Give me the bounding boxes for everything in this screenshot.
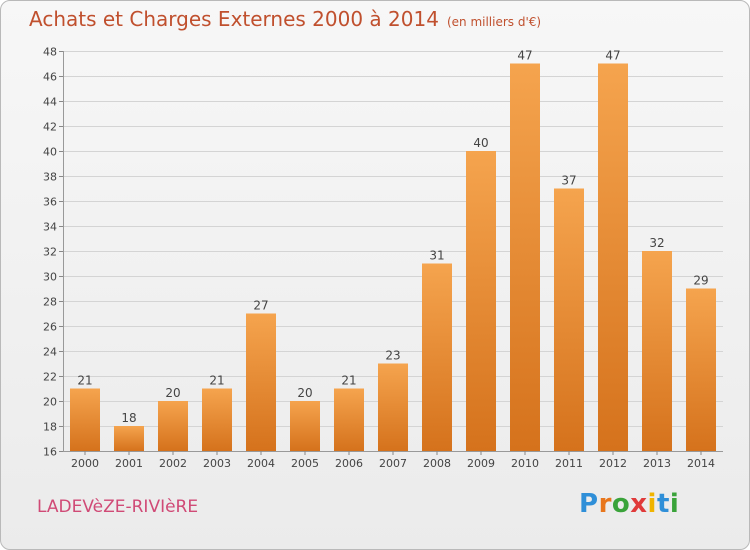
x-tick-label: 2012: [599, 457, 627, 470]
x-tick-label: 2005: [291, 457, 319, 470]
x-tick-label: 2002: [159, 457, 187, 470]
data-label: 21: [341, 374, 356, 388]
data-label: 47: [605, 49, 620, 63]
data-label: 18: [121, 411, 136, 425]
chart-unit: (en milliers d'€): [446, 15, 542, 29]
logo-letter: i: [647, 489, 657, 519]
y-tick-label: 22: [43, 371, 57, 384]
x-tick-label: 2004: [247, 457, 275, 470]
data-label: 29: [693, 274, 708, 288]
x-tick-label: 2001: [115, 457, 143, 470]
bar-2002: [158, 401, 188, 451]
bar-2010: [510, 63, 540, 451]
y-tick-label: 38: [43, 171, 57, 184]
axes: 16 18 20 22 24 26 28 30 32 34 36 38 40 42 44 46 48 2000 20…: [43, 46, 723, 470]
x-tick-label: 2014: [687, 457, 715, 470]
data-label: 31: [429, 249, 444, 263]
y-tick-label: 32: [43, 246, 57, 259]
logo-letter: r: [598, 489, 612, 519]
x-tick-label: 2011: [555, 457, 583, 470]
data-label: 20: [165, 386, 180, 400]
y-tick-label: 24: [43, 346, 57, 359]
commune-name: LADEVèZE-RIVIèRE: [37, 497, 199, 517]
x-tick-label: 2003: [203, 457, 231, 470]
bar-2009: [466, 151, 496, 451]
data-label: 20: [297, 386, 312, 400]
chart-title: Achats et Charges Externes 2000 à 2014 (e…: [29, 7, 541, 31]
bar-2005: [290, 401, 320, 451]
y-tick-label: 16: [43, 446, 57, 459]
bar-2007: [378, 363, 408, 451]
bars: [70, 63, 716, 451]
data-labels: 21 18 20 21 27 20 21 23 31 40 47 37 47 32 29: [77, 49, 708, 426]
bar-2008: [422, 263, 452, 451]
bar-2000: [70, 388, 100, 451]
logo-letter: t: [656, 489, 670, 519]
y-tick-label: 36: [43, 196, 57, 209]
bar-2012: [598, 63, 628, 451]
bar-2003: [202, 388, 232, 451]
logo-letter: P: [579, 489, 599, 519]
y-tick-label: 20: [43, 396, 57, 409]
y-tick-label: 46: [43, 71, 57, 84]
chart-title-text: Achats et Charges Externes 2000 à 2014: [29, 7, 439, 31]
x-tick-label: 2009: [467, 457, 495, 470]
x-tick-label: 2008: [423, 457, 451, 470]
y-tick-label: 40: [43, 146, 57, 159]
y-tick-label: 42: [43, 121, 57, 134]
data-label: 23: [385, 349, 400, 363]
logo-letter: i: [669, 489, 680, 519]
y-tick-label: 30: [43, 271, 57, 284]
y-tick-label: 18: [43, 421, 57, 434]
x-tick-label: 2013: [643, 457, 671, 470]
y-tick-label: 26: [43, 321, 57, 334]
y-tick-label: 34: [43, 221, 57, 234]
data-label: 37: [561, 174, 576, 188]
bar-2006: [334, 388, 364, 451]
bar-2001: [114, 426, 144, 451]
logo-letter: o: [611, 489, 631, 519]
data-label: 32: [649, 236, 664, 250]
x-tick-label: 2000: [71, 457, 99, 470]
data-label: 40: [473, 136, 488, 150]
data-label: 21: [77, 374, 92, 388]
bar-2014: [686, 288, 716, 451]
y-tick-label: 44: [43, 96, 57, 109]
bar-2004: [246, 313, 276, 451]
y-tick-label: 48: [43, 46, 57, 59]
x-tick-label: 2007: [379, 457, 407, 470]
y-tick-label: 28: [43, 296, 57, 309]
data-label: 27: [253, 299, 268, 313]
x-tick-label: 2010: [511, 457, 539, 470]
proxiti-logo: Proxiti: [579, 489, 679, 519]
x-tick-label: 2006: [335, 457, 363, 470]
bar-2013: [642, 251, 672, 451]
logo-letter: x: [630, 489, 648, 519]
bar-2011: [554, 188, 584, 451]
data-label: 21: [209, 374, 224, 388]
data-label: 47: [517, 49, 532, 63]
